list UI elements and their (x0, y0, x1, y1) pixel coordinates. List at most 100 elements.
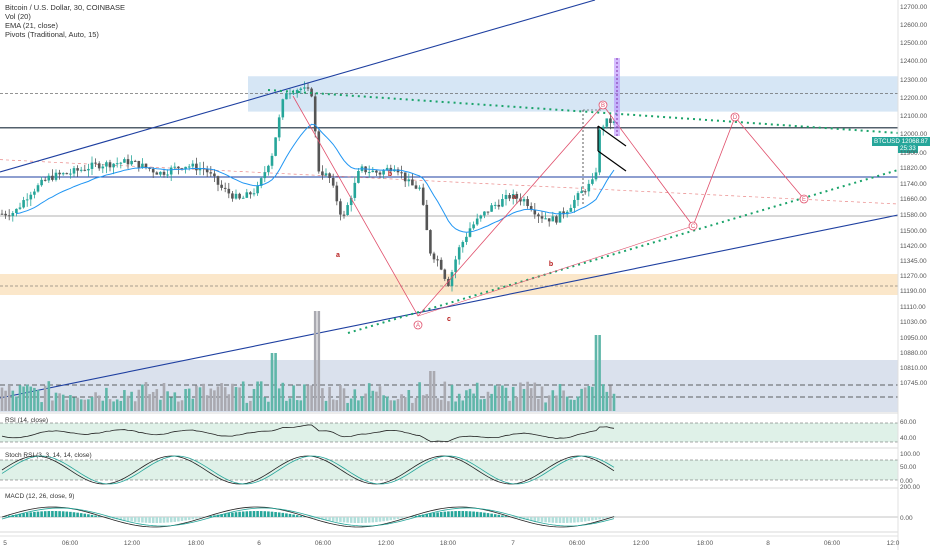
candle-body (108, 162, 112, 168)
macd-hist-bar (108, 517, 112, 519)
volume-bar (141, 384, 144, 411)
volume-bar (454, 401, 457, 411)
volume-indicator-label[interactable]: Vol (20) (5, 12, 31, 21)
volume-bar (411, 402, 414, 411)
volume-bar (43, 385, 47, 411)
wave-point-circle (799, 194, 809, 204)
candle-body (396, 169, 400, 173)
candle-body (25, 199, 29, 201)
volume-bar (562, 390, 565, 411)
candle-body (249, 192, 252, 195)
macd-hist-bar (461, 511, 465, 517)
volume-bar (306, 385, 310, 411)
macd-signal (1, 507, 615, 527)
indicator-axis-label: 0.00 (900, 515, 913, 522)
candle-body (331, 177, 335, 186)
volume-bar (461, 400, 465, 411)
macd-pane-label[interactable]: MACD (12, 26, close, 9) (5, 493, 75, 500)
macd-hist-bar (126, 517, 130, 522)
volume-bar (191, 398, 195, 411)
macd-hist-bar (51, 511, 54, 517)
volume-bar (112, 401, 115, 411)
wave-label-a1: a (336, 252, 340, 259)
volume-bar (285, 400, 288, 411)
macd-hist-bar (303, 516, 306, 517)
volume-bar (393, 400, 396, 411)
candle-body (295, 89, 299, 94)
volume-bar (166, 391, 169, 411)
macd-hist-bar (166, 517, 169, 523)
price-axis-label: 12400.00 (900, 58, 928, 65)
candle-body (537, 214, 540, 217)
macd-hist-bar (234, 512, 238, 517)
upper-trendline (0, 0, 596, 173)
candle-body (180, 168, 184, 170)
macd-hist-bar (425, 513, 429, 517)
candle-body (421, 187, 425, 205)
candle-body (443, 269, 447, 279)
volume-bar (573, 399, 576, 411)
ema-indicator-label[interactable]: EMA (21, close) (5, 21, 58, 30)
candle-body (551, 216, 555, 222)
macd-hist-bar (501, 515, 504, 517)
macd-hist-bar (353, 517, 357, 523)
time-axis-label: 7 (511, 540, 515, 547)
candle-body (479, 215, 483, 219)
candle-body (130, 160, 133, 165)
price-axis-label: 11345.00 (900, 258, 927, 265)
volume-bar (544, 402, 547, 411)
wave-label-b2: b (549, 261, 553, 268)
macd-hist-bar (285, 513, 288, 517)
wave-point-circle (598, 100, 608, 110)
macd-hist-bar (292, 514, 295, 517)
macd-hist-bar (90, 514, 94, 517)
candle-body (400, 172, 403, 174)
time-axis-label: 18:00 (696, 540, 714, 547)
macd-hist-bar (288, 513, 292, 517)
stoch-rsi-pane-label[interactable]: Stoch RSI (3, 3, 14, 14, close) (5, 452, 92, 459)
candle-body (313, 96, 317, 132)
candle-body (429, 230, 432, 254)
volume-bar (609, 385, 612, 411)
volume-bar (177, 401, 180, 411)
candle-body (22, 200, 25, 208)
candle-body (605, 118, 609, 127)
macd-hist-bar (198, 517, 202, 519)
macd-hist-bar (457, 511, 461, 517)
volume-bar (65, 399, 69, 411)
macd-hist-bar (310, 517, 313, 518)
candle-body (321, 171, 324, 176)
candle-body (526, 199, 529, 207)
volume-bar (151, 391, 155, 411)
candle-body (533, 209, 537, 215)
lower-trendline (0, 214, 899, 399)
macd-hist-bar (447, 511, 450, 517)
price-tag-value: 12068.87 (901, 138, 928, 145)
volume-bar (263, 397, 267, 411)
candle-body (234, 193, 238, 199)
macd-hist-bar (47, 511, 51, 517)
volume-bar (220, 383, 223, 411)
macd-hist-bar (195, 517, 198, 519)
volume-bar (378, 386, 382, 411)
candle-body (245, 192, 249, 198)
pivots-indicator-label[interactable]: Pivots (Traditional, Auto, 15) (5, 30, 99, 39)
macd-hist-bar (583, 517, 587, 522)
macd-hist-bar (562, 517, 565, 523)
rsi-pane-label[interactable]: RSI (14, close) (5, 417, 48, 424)
symbol-title[interactable]: Bitcoin / U.S. Dollar, 30, COINBASE (5, 3, 126, 12)
candle-body (468, 228, 472, 237)
candle-body (58, 172, 61, 175)
volume-bar (511, 386, 515, 411)
volume-bar (79, 399, 83, 411)
candle-body (317, 131, 321, 172)
candle-body (328, 173, 331, 178)
candle-body (367, 172, 371, 174)
macd-hist-bar (97, 516, 101, 517)
volume-bar (108, 399, 112, 411)
volume-bar (33, 387, 36, 411)
candle-body (483, 211, 486, 216)
volume-bar (317, 311, 321, 411)
